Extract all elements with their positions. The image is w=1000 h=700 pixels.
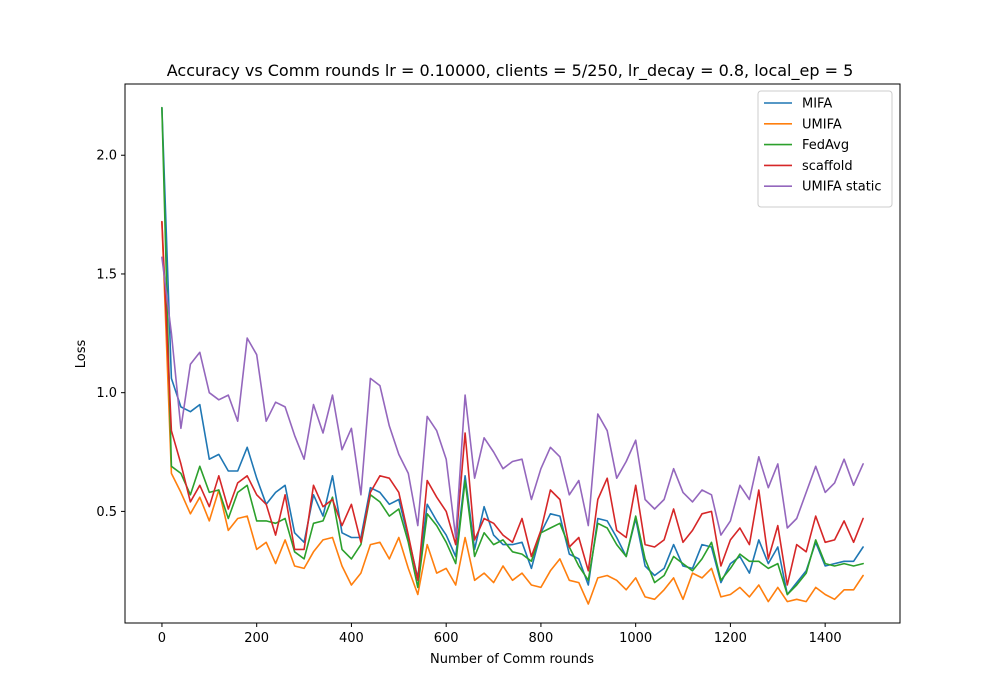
legend-label: scaffold [802, 159, 853, 174]
legend-label: UMIFA [802, 117, 842, 132]
plot-lines [161, 106, 864, 605]
x-tick-label: 1200 [714, 631, 747, 646]
y-tick-label: 0.5 [96, 505, 117, 520]
series-line-umifa-static [161, 256, 864, 539]
legend-label: UMIFA static [802, 180, 882, 195]
x-tick-label: 200 [244, 631, 269, 646]
x-tick-label: 400 [339, 631, 364, 646]
y-tick-label: 1.5 [96, 267, 117, 282]
x-tick-label: 1000 [619, 631, 652, 646]
series-line-scaffold [161, 220, 864, 586]
x-axis: 0 200 400 600 800 1000 1200 1400 [158, 623, 842, 646]
x-axis-label: Number of Comm rounds [430, 652, 594, 667]
legend-label: MIFA [802, 97, 832, 112]
x-tick-label: 800 [529, 631, 554, 646]
series-line-mifa [161, 106, 864, 596]
x-tick-label: 600 [434, 631, 459, 646]
legend-label: FedAvg [802, 138, 849, 153]
x-tick-label: 0 [158, 631, 166, 646]
legend: MIFA UMIFA FedAvg scaffold UMIFA static [757, 90, 893, 208]
plot-frame [124, 83, 901, 624]
legend-box [757, 90, 893, 208]
y-axis: 0.5 1.0 1.5 2.0 [96, 149, 125, 520]
x-tick-label: 1400 [809, 631, 842, 646]
chart-title: Accuracy vs Comm rounds lr = 0.10000, cl… [167, 61, 854, 81]
y-axis-label: Loss [74, 340, 89, 369]
series-line-umifa [161, 220, 864, 605]
y-tick-label: 1.0 [96, 386, 117, 401]
y-tick-label: 2.0 [96, 149, 117, 164]
